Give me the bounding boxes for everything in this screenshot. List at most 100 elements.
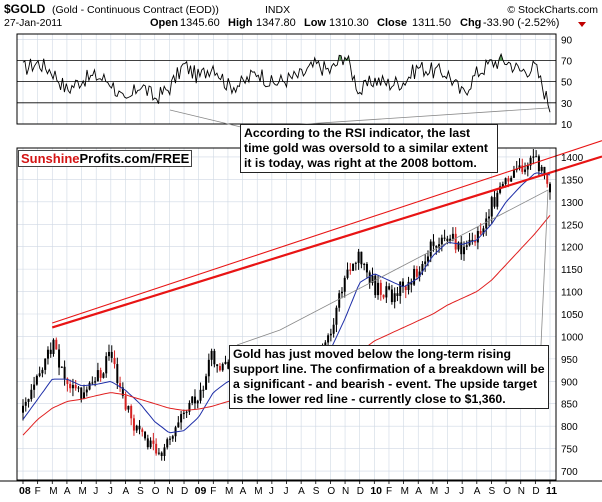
- x-tick-label: J: [459, 486, 464, 497]
- price-tick-label: 1250: [561, 220, 584, 231]
- x-tick-label: O: [503, 486, 511, 497]
- price-bar-body: [99, 370, 102, 378]
- header-close-label: Close: [377, 17, 407, 29]
- price-bar-body: [216, 364, 219, 367]
- x-tick-label: J: [93, 486, 98, 497]
- header-open-label: Open: [150, 17, 178, 29]
- price-bar-body: [66, 378, 69, 384]
- price-bar-body: [24, 401, 27, 406]
- header-date: 27-Jan-2011: [4, 17, 62, 29]
- chart-header: $GOLD (Gold - Continuous Contract (EOD))…: [4, 2, 598, 29]
- price-bar-body: [41, 369, 44, 374]
- header-chg-value: -33.90 (-2.52%): [483, 17, 559, 29]
- header-source: © StockCharts.com: [507, 4, 598, 16]
- x-tick-label: D: [532, 486, 539, 497]
- price-bar-body: [38, 373, 41, 376]
- x-tick-label: A: [474, 486, 481, 497]
- price-bar-body: [80, 387, 83, 399]
- price-bar-body: [113, 357, 116, 365]
- x-tick-label: F: [386, 486, 392, 497]
- price-bar-body: [377, 282, 380, 296]
- price-tick-label: 1200: [561, 243, 584, 254]
- price-bar-body: [354, 262, 357, 264]
- price-bar-body: [130, 406, 133, 419]
- price-bar-body: [85, 389, 88, 393]
- price-tick-label: 1050: [561, 310, 584, 321]
- price-bar-body: [124, 395, 127, 410]
- rsi-tick-label: 30: [561, 99, 573, 110]
- price-bar-body: [443, 237, 446, 239]
- price-bar-body: [532, 156, 535, 158]
- price-bar-body: [343, 277, 346, 292]
- price-bar-body: [33, 384, 36, 390]
- price-bar-body: [435, 245, 438, 248]
- price-bar-body: [27, 399, 30, 402]
- price-bar-body: [60, 366, 63, 368]
- x-tick-label: N: [166, 486, 173, 497]
- price-bar-body: [340, 291, 343, 294]
- price-panel: [22, 140, 602, 461]
- price-bar-body: [535, 156, 538, 158]
- price-bar-body: [221, 363, 224, 371]
- price-tick-label: 1350: [561, 175, 584, 186]
- price-bar-body: [160, 452, 163, 456]
- price-bar-body: [327, 335, 330, 343]
- price-bar-body: [413, 268, 416, 285]
- price-bar-body: [138, 425, 141, 430]
- price-bar-body: [177, 422, 180, 428]
- price-bar-body: [127, 406, 130, 410]
- x-tick-label: M: [49, 486, 57, 497]
- x-tick-label: M: [79, 486, 87, 497]
- price-bar-body: [360, 251, 363, 265]
- price-bar-body: [329, 333, 332, 336]
- price-tick-label: 850: [561, 400, 578, 411]
- price-bar-body: [418, 271, 421, 277]
- rsi-tick-label: 70: [561, 56, 573, 67]
- price-bar-body: [382, 294, 385, 298]
- price-bar-body: [429, 241, 432, 257]
- price-bar-body: [332, 324, 335, 334]
- x-tick-label: D: [357, 486, 364, 497]
- x-tick-label: A: [122, 486, 129, 497]
- price-callout-pointer: [236, 189, 549, 346]
- price-bar-body: [149, 440, 152, 448]
- x-tick-label: S: [137, 486, 144, 497]
- price-bar-body: [188, 402, 191, 412]
- price-bar-body: [415, 268, 418, 277]
- x-tick-label: M: [430, 486, 438, 497]
- price-bar-body: [191, 396, 194, 403]
- price-bar-body: [426, 256, 429, 262]
- price-bar-body: [465, 245, 468, 247]
- price-tick-label: 1400: [561, 153, 584, 164]
- x-tick-label: J: [445, 486, 450, 497]
- price-bar-body: [446, 238, 449, 241]
- price-bar-body: [401, 281, 404, 287]
- price-bar-body: [490, 197, 493, 217]
- support-trendline: [52, 140, 602, 324]
- axes: 10 30 50 70 90 700 750 800 850 900 950 1000 1050 1100…: [0, 33, 602, 497]
- price-bar-body: [30, 389, 33, 400]
- price-bar-body: [324, 342, 327, 347]
- x-tick-label: A: [298, 486, 305, 497]
- price-bar-body: [218, 366, 221, 371]
- price-bar-body: [379, 282, 382, 295]
- x-tick-label: S: [488, 486, 495, 497]
- price-bar-body: [454, 233, 457, 250]
- price-bar-body: [141, 429, 144, 432]
- price-bar-body: [210, 350, 213, 360]
- x-tick-label: M: [225, 486, 233, 497]
- x-tick-label: M: [254, 486, 262, 497]
- price-bar-body: [46, 349, 49, 359]
- x-tick-label: F: [210, 486, 216, 497]
- rsi-tick-label: 90: [561, 35, 573, 46]
- price-bar-body: [58, 349, 61, 368]
- price-bar-body: [227, 361, 230, 369]
- price-bar-body: [537, 156, 540, 172]
- price-tick-label: 800: [561, 422, 578, 433]
- price-bar-body: [152, 440, 155, 444]
- x-tick-label: J: [108, 486, 113, 497]
- price-bar-body: [157, 452, 160, 454]
- price-bar-body: [213, 350, 216, 365]
- price-bar-body: [121, 387, 124, 396]
